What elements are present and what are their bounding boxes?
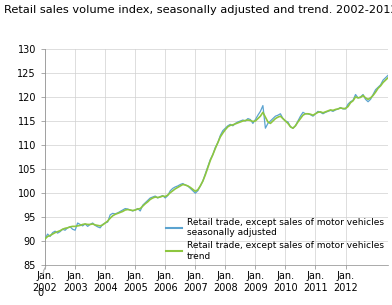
Text: 0: 0	[37, 288, 43, 298]
Legend: Retail trade, except sales of motor vehicles
seasonally adjusted, Retail trade, : Retail trade, except sales of motor vehi…	[166, 217, 383, 261]
Text: Retail sales volume index, seasonally adjusted and trend. 2002-2012: Retail sales volume index, seasonally ad…	[4, 5, 392, 15]
